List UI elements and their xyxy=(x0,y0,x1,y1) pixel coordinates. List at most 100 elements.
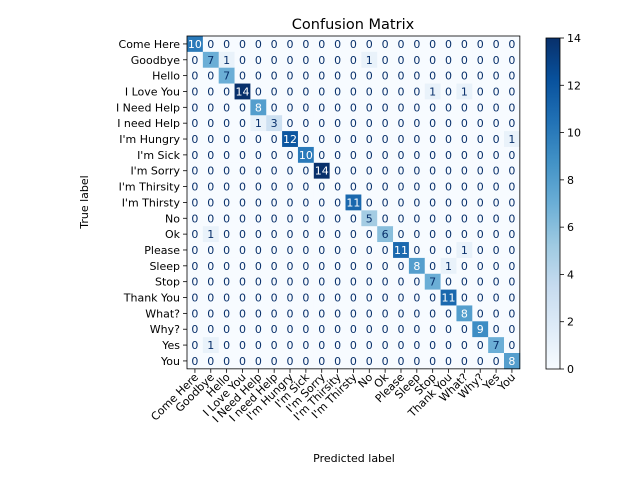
cell-value: 0 xyxy=(287,228,294,241)
cell-value: 0 xyxy=(508,54,515,67)
heatmap-cell xyxy=(266,305,283,322)
heatmap-cell xyxy=(361,194,378,211)
cell-value: 0 xyxy=(318,323,325,336)
heatmap-cell xyxy=(313,162,330,179)
heatmap-cell xyxy=(218,210,235,227)
heatmap-cell xyxy=(361,178,378,195)
cell-value: 0 xyxy=(397,181,404,194)
heatmap-cell xyxy=(234,115,251,132)
y-tick-label: I'm Thirsity xyxy=(119,181,181,194)
cell-value: 0 xyxy=(207,117,214,130)
heatmap-cell xyxy=(313,178,330,195)
cell-value: 0 xyxy=(445,38,452,51)
heatmap-cell xyxy=(187,273,204,290)
cell-value: 0 xyxy=(397,228,404,241)
heatmap-cell xyxy=(297,242,315,259)
cell-value: 0 xyxy=(318,85,325,98)
cell-value: 0 xyxy=(191,181,198,194)
cell-value: 0 xyxy=(318,228,325,241)
cell-value: 0 xyxy=(191,355,198,368)
heatmap-cell xyxy=(361,337,378,354)
heatmap-cell xyxy=(504,353,521,370)
heatmap-cell xyxy=(504,321,521,338)
heatmap-cell xyxy=(202,210,219,227)
heatmap-cell xyxy=(313,194,330,211)
cell-value: 0 xyxy=(191,70,198,83)
cell-value: 0 xyxy=(508,70,515,83)
cell-value: 0 xyxy=(302,85,309,98)
cell-value: 1 xyxy=(461,85,468,98)
cell-value: 0 xyxy=(350,244,357,257)
cell-value: 0 xyxy=(223,101,230,114)
heatmap-cell xyxy=(488,305,505,322)
heatmap-cell xyxy=(329,99,346,116)
heatmap-cell xyxy=(440,162,457,179)
cell-value: 0 xyxy=(350,260,357,273)
cell-value: 0 xyxy=(223,181,230,194)
cell-value: 0 xyxy=(429,260,436,273)
heatmap-cell xyxy=(218,321,235,338)
cell-value: 0 xyxy=(239,212,246,225)
heatmap-cell xyxy=(234,162,251,179)
cell-value: 0 xyxy=(223,339,230,352)
cell-value: 0 xyxy=(239,101,246,114)
cell-value: 0 xyxy=(318,133,325,146)
cell-value: 0 xyxy=(508,339,515,352)
cell-value: 0 xyxy=(445,101,452,114)
cell-value: 0 xyxy=(271,54,278,67)
heatmap-cell xyxy=(361,36,378,53)
heatmap-cell xyxy=(202,51,219,68)
cell-value: 0 xyxy=(397,323,404,336)
cell-value: 0 xyxy=(477,212,484,225)
heatmap-cell xyxy=(250,131,267,148)
cell-value: 0 xyxy=(287,260,294,273)
heatmap-cell xyxy=(488,146,505,164)
heatmap-cell xyxy=(361,226,378,243)
heatmap-cell xyxy=(472,194,489,211)
cell-value: 0 xyxy=(366,165,373,178)
y-tick-label: I need Help xyxy=(117,117,180,130)
cell-value: 0 xyxy=(429,133,436,146)
heatmap-cell xyxy=(361,257,378,275)
heatmap-cell xyxy=(456,257,473,275)
heatmap-cell xyxy=(472,273,489,290)
cell-value: 0 xyxy=(255,292,262,305)
cell-value: 0 xyxy=(255,149,262,162)
cell-value: 0 xyxy=(271,85,278,98)
heatmap-cell xyxy=(266,162,283,179)
cell-value: 0 xyxy=(239,276,246,289)
heatmap-cell xyxy=(424,51,441,68)
heatmap-cell xyxy=(504,337,521,354)
cell-value: 0 xyxy=(493,38,500,51)
cell-value: 12 xyxy=(283,133,297,146)
heatmap-cell xyxy=(282,99,299,116)
heatmap-cell xyxy=(266,242,283,259)
cell-value: 0 xyxy=(191,339,198,352)
cell-value: 0 xyxy=(191,85,198,98)
heatmap-cell xyxy=(377,305,394,322)
cell-value: 0 xyxy=(287,165,294,178)
heatmap-cell xyxy=(408,146,426,164)
heatmap-cell xyxy=(282,242,299,259)
cell-value: 0 xyxy=(477,260,484,273)
heatmap-cell xyxy=(297,115,315,132)
heatmap-cell xyxy=(440,194,457,211)
cell-value: 0 xyxy=(255,54,262,67)
heatmap-cell xyxy=(440,83,457,100)
heatmap-cell xyxy=(313,242,330,259)
heatmap-cell xyxy=(488,289,505,306)
heatmap-cell xyxy=(266,99,283,116)
heatmap-cell xyxy=(282,289,299,306)
heatmap-cell xyxy=(488,36,505,53)
heatmap-cell xyxy=(345,162,362,179)
heatmap-cell xyxy=(393,162,410,179)
heatmap-cell xyxy=(424,353,441,370)
cell-value: 0 xyxy=(207,355,214,368)
cell-value: 0 xyxy=(287,149,294,162)
cell-value: 0 xyxy=(445,196,452,209)
heatmap-cell xyxy=(329,115,346,132)
heatmap-cell xyxy=(297,131,315,148)
cell-value: 0 xyxy=(287,101,294,114)
heatmap-cell xyxy=(266,353,283,370)
cell-value: 0 xyxy=(508,149,515,162)
